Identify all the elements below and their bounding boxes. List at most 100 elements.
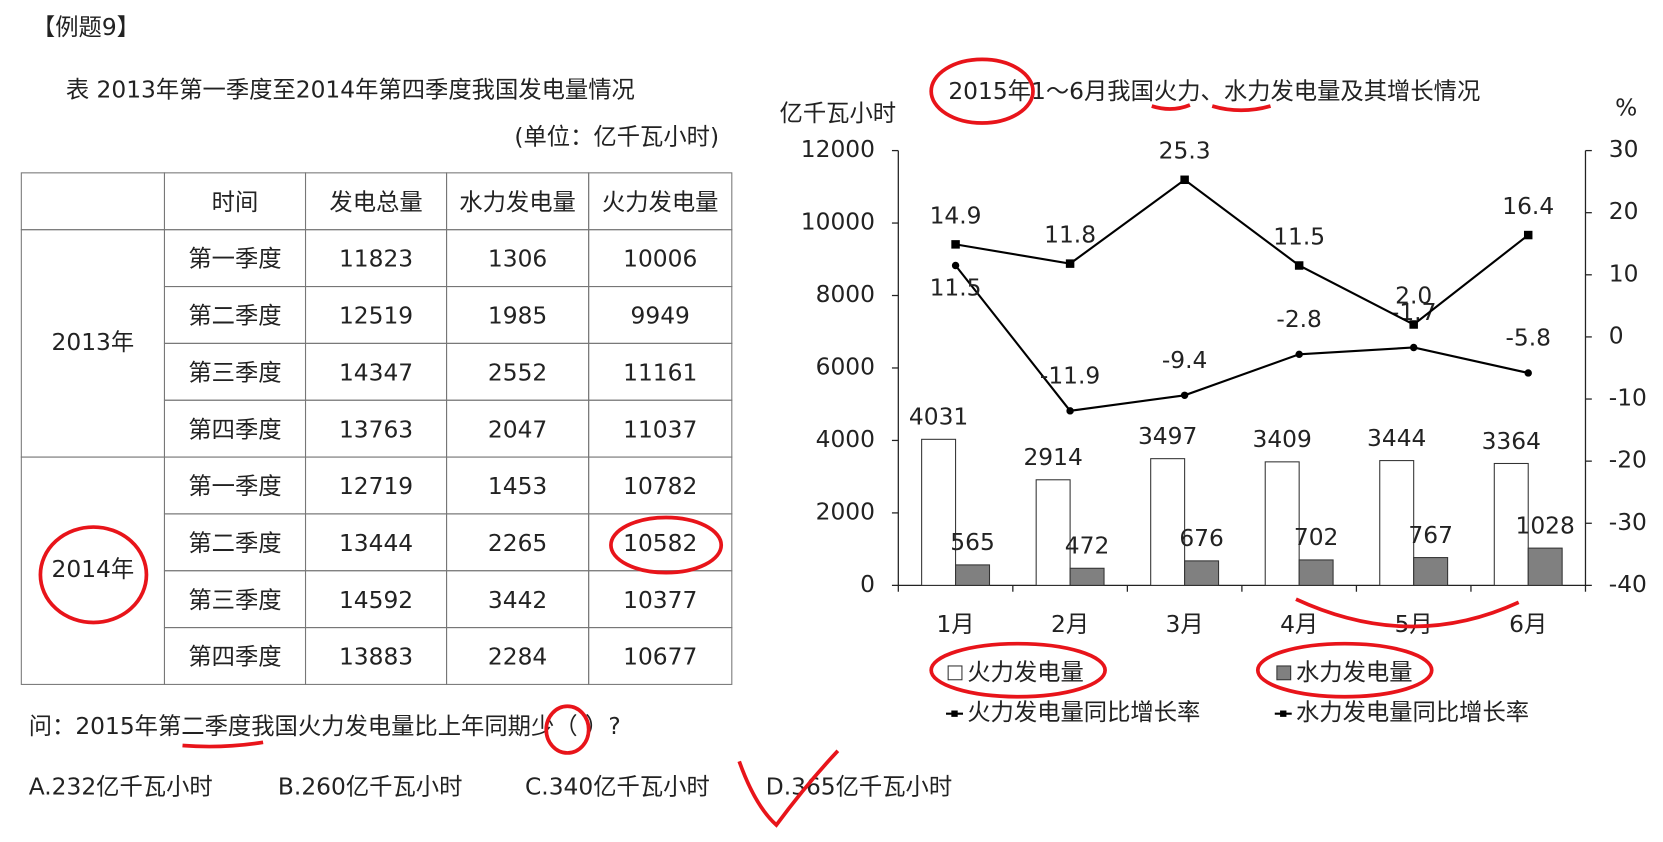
y2-tick-label: 0 [1609, 322, 1624, 349]
table-cell-text: 14347 [339, 359, 413, 386]
y-tick-label: 6000 [816, 353, 875, 380]
table-cell-text: 13444 [339, 530, 413, 557]
table-cell-text: 第四季度 [188, 644, 281, 671]
bar [1184, 560, 1220, 586]
bar-value-label: 3497 [1138, 423, 1197, 450]
y2-tick-label: -40 [1609, 571, 1647, 598]
table-cell-text: 3442 [488, 587, 547, 614]
annotations [38, 57, 1520, 828]
table-cell-text: 12719 [339, 473, 413, 500]
y2-tick-label: 30 [1609, 136, 1639, 163]
table-cell-text: 11823 [339, 246, 413, 273]
line-marker [1409, 343, 1418, 352]
table-cell-text: 第二季度 [188, 530, 281, 557]
y-tick-label: 4000 [816, 426, 875, 453]
table-cell-text: 1985 [488, 303, 547, 330]
table-year: 2013年 [52, 329, 135, 356]
line-marker [1523, 230, 1533, 240]
line-value-label: 16.4 [1502, 193, 1554, 220]
bar-value-label: 702 [1294, 524, 1339, 551]
table-cell-text: 13883 [339, 644, 413, 671]
line-marker [1066, 407, 1074, 415]
y2-tick-label: 20 [1609, 198, 1639, 225]
bar-value-label: 3364 [1482, 428, 1541, 455]
annotation-circle [1255, 641, 1434, 699]
legend-swatch [1276, 665, 1292, 681]
y-tick-label: 2000 [816, 498, 875, 525]
table-cell [588, 627, 733, 685]
table-cell-text: 10782 [623, 473, 697, 500]
x-tick-label: 2月 [1051, 611, 1089, 638]
y-tick-label: 0 [860, 571, 875, 598]
annotation-circle [929, 641, 1107, 699]
line-value-label: 11.8 [1044, 222, 1096, 249]
x-tick-label: 6月 [1509, 611, 1547, 638]
legend-marker [951, 710, 958, 717]
line-value-label: 25.3 [1159, 138, 1211, 165]
line-value-label: -5.8 [1505, 325, 1550, 352]
table-header: 水力发电量 [459, 189, 576, 216]
y2-axis-label: % [1615, 95, 1637, 122]
line-marker [951, 240, 960, 249]
table-header: 火力发电量 [602, 189, 719, 216]
annotation-circle [38, 525, 149, 625]
y2-tick-label: -20 [1609, 447, 1647, 474]
bar [1298, 559, 1334, 586]
table-cell-text: 10377 [623, 587, 697, 614]
bar-value-label: 2914 [1023, 444, 1082, 471]
legend-swatch [947, 665, 963, 681]
bar [1069, 567, 1105, 586]
x-tick-label: 3月 [1166, 611, 1204, 638]
bar-value-label: 472 [1065, 533, 1110, 560]
line-marker [1180, 175, 1189, 185]
table-unit: (单位：亿千瓦小时) [514, 123, 719, 150]
table-year: 2014年 [52, 556, 135, 583]
table-cell-text: 1306 [488, 246, 547, 273]
line-marker [1065, 259, 1075, 268]
option: B.260亿千瓦小时 [278, 773, 462, 800]
legend-marker [1280, 710, 1287, 717]
y2-tick-label: 10 [1609, 260, 1639, 287]
bar [1493, 462, 1529, 586]
line [955, 178, 1529, 326]
line-marker [1294, 261, 1304, 270]
table-cell-text: 13763 [339, 416, 413, 443]
annotation-circle [609, 515, 724, 575]
x-tick-label: 1月 [936, 611, 974, 638]
y2-tick-label: -10 [1609, 385, 1647, 412]
option: C.340亿千瓦小时 [525, 773, 710, 800]
line-marker [951, 261, 960, 270]
bar [1264, 461, 1300, 586]
bar [1413, 557, 1449, 586]
table-cell-text: 10582 [623, 530, 697, 557]
line-value-label: -2.8 [1276, 306, 1322, 333]
bar [1150, 458, 1186, 586]
annotation-check [737, 749, 840, 828]
y2-tick-label: -30 [1609, 509, 1647, 536]
table-cell-text: 第四季度 [188, 416, 281, 443]
legend-label: 水力发电量同比增长率 [1296, 699, 1529, 726]
chart: 2015年1～6月我国火力、水力发电量及其增长情况 亿千瓦小时 % 0 2000 4… [780, 78, 1647, 726]
table-header: 时间 [212, 189, 259, 216]
line [954, 264, 1529, 412]
bar-value-label: 676 [1179, 525, 1224, 552]
table-cell-text: 10677 [623, 644, 697, 671]
question: 问：2015年第二季度我国火力发电量比上年同期少（ ）? [29, 713, 621, 740]
line-value-label: 11.5 [930, 274, 982, 301]
table-cell-text: 2265 [488, 530, 547, 557]
y-axis-label: 亿千瓦小时 [780, 100, 897, 127]
table-cell-text: 1453 [488, 473, 547, 500]
y-tick-label: 12000 [801, 136, 875, 163]
line-marker [1180, 391, 1189, 400]
legend-label: 火力发电量同比增长率 [967, 699, 1200, 726]
option: D.365亿千瓦小时 [766, 773, 952, 800]
bar-value-label: 3409 [1253, 426, 1312, 453]
annotation-circle [929, 57, 1035, 125]
table-cell-text: 2552 [488, 359, 547, 386]
bar [1035, 479, 1071, 586]
annotation-underline [182, 103, 1520, 749]
table-cell-text: 第三季度 [188, 359, 281, 386]
